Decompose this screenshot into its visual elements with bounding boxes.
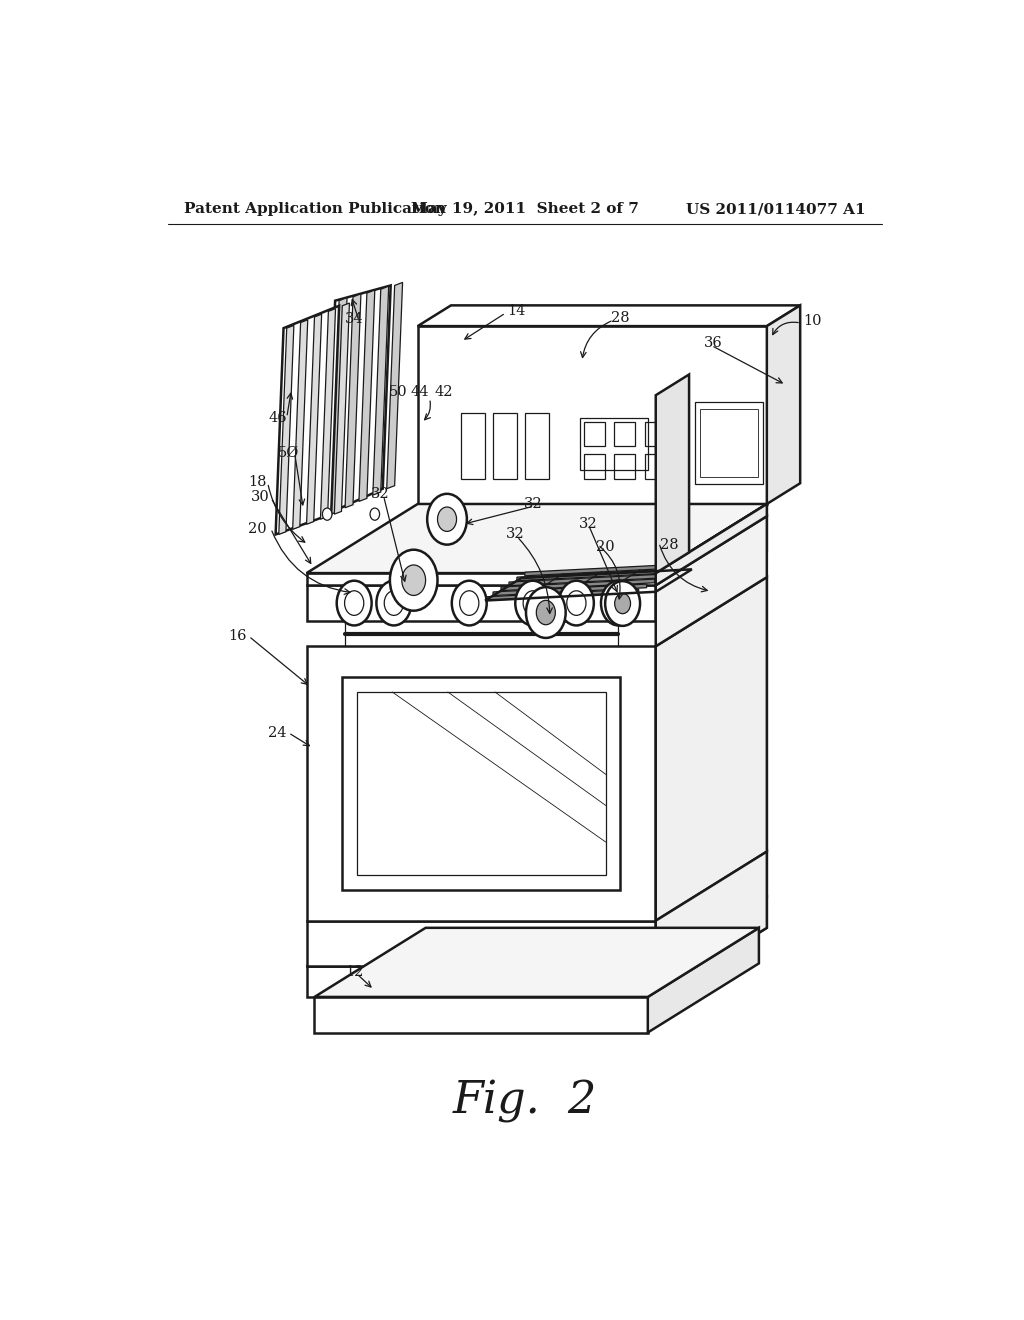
- Polygon shape: [293, 319, 308, 529]
- Polygon shape: [494, 583, 646, 595]
- Polygon shape: [306, 647, 655, 921]
- Text: 32: 32: [523, 496, 542, 511]
- Circle shape: [515, 581, 550, 626]
- Circle shape: [526, 587, 565, 638]
- Polygon shape: [501, 579, 654, 590]
- Polygon shape: [767, 305, 800, 504]
- Circle shape: [609, 591, 628, 615]
- Polygon shape: [314, 928, 759, 997]
- Circle shape: [370, 508, 380, 520]
- Polygon shape: [655, 851, 767, 966]
- Polygon shape: [275, 306, 339, 535]
- Polygon shape: [306, 966, 655, 997]
- Polygon shape: [373, 286, 389, 495]
- Text: 36: 36: [705, 337, 723, 350]
- Circle shape: [614, 594, 631, 614]
- Polygon shape: [517, 569, 671, 581]
- Polygon shape: [509, 574, 663, 586]
- Text: 32: 32: [371, 487, 390, 500]
- Text: 16: 16: [228, 630, 247, 643]
- Polygon shape: [655, 516, 767, 647]
- Text: 44: 44: [411, 385, 429, 399]
- Text: May 19, 2011  Sheet 2 of 7: May 19, 2011 Sheet 2 of 7: [411, 202, 639, 216]
- Circle shape: [537, 601, 555, 624]
- Polygon shape: [655, 898, 767, 997]
- Text: 20: 20: [596, 540, 614, 553]
- Circle shape: [390, 549, 437, 611]
- Text: 5Ø: 5Ø: [278, 446, 299, 461]
- Circle shape: [523, 591, 543, 615]
- Text: Patent Application Publication: Patent Application Publication: [183, 202, 445, 216]
- Circle shape: [337, 581, 372, 626]
- Polygon shape: [306, 314, 322, 524]
- Text: 42: 42: [434, 385, 453, 399]
- Circle shape: [344, 591, 364, 615]
- Polygon shape: [306, 921, 655, 966]
- Polygon shape: [359, 290, 375, 502]
- Circle shape: [384, 591, 403, 615]
- Circle shape: [566, 591, 586, 615]
- Text: 24: 24: [268, 726, 287, 739]
- Text: 14: 14: [508, 304, 526, 318]
- Polygon shape: [525, 564, 679, 576]
- Circle shape: [437, 507, 457, 532]
- Circle shape: [377, 581, 412, 626]
- Text: 50: 50: [388, 385, 408, 399]
- Text: 32: 32: [506, 528, 524, 541]
- Circle shape: [601, 581, 636, 626]
- Polygon shape: [306, 504, 767, 573]
- Polygon shape: [306, 573, 655, 585]
- Polygon shape: [655, 577, 767, 921]
- Text: Fig.  2: Fig. 2: [453, 1080, 597, 1123]
- Polygon shape: [306, 898, 767, 966]
- Text: 28: 28: [610, 312, 630, 325]
- Polygon shape: [485, 589, 639, 601]
- Text: 28: 28: [659, 537, 678, 552]
- Text: 34: 34: [345, 312, 364, 326]
- Polygon shape: [387, 282, 402, 488]
- Polygon shape: [306, 585, 655, 620]
- Polygon shape: [655, 504, 767, 585]
- Polygon shape: [418, 326, 767, 504]
- Polygon shape: [334, 304, 349, 515]
- Polygon shape: [331, 297, 347, 515]
- Circle shape: [605, 581, 640, 626]
- Circle shape: [323, 508, 332, 520]
- Polygon shape: [655, 516, 767, 620]
- Polygon shape: [279, 326, 294, 535]
- Polygon shape: [655, 577, 767, 921]
- Text: 20: 20: [248, 523, 267, 536]
- Circle shape: [427, 494, 467, 545]
- Text: 30: 30: [251, 490, 269, 504]
- Circle shape: [401, 565, 426, 595]
- Text: 18: 18: [249, 475, 267, 488]
- Polygon shape: [328, 285, 391, 515]
- Circle shape: [460, 591, 479, 615]
- Polygon shape: [321, 309, 336, 519]
- Polygon shape: [418, 305, 800, 326]
- Text: US 2011/0114077 A1: US 2011/0114077 A1: [686, 202, 866, 216]
- Polygon shape: [655, 504, 767, 585]
- Polygon shape: [648, 928, 759, 1032]
- Text: 32: 32: [579, 517, 598, 532]
- Text: 46: 46: [268, 411, 287, 425]
- Text: 12: 12: [345, 965, 364, 978]
- Circle shape: [559, 581, 594, 626]
- Polygon shape: [342, 677, 620, 890]
- Polygon shape: [655, 851, 767, 997]
- Circle shape: [452, 581, 486, 626]
- Text: 10: 10: [803, 314, 821, 329]
- Polygon shape: [345, 294, 360, 508]
- Polygon shape: [314, 997, 648, 1032]
- Polygon shape: [655, 375, 689, 573]
